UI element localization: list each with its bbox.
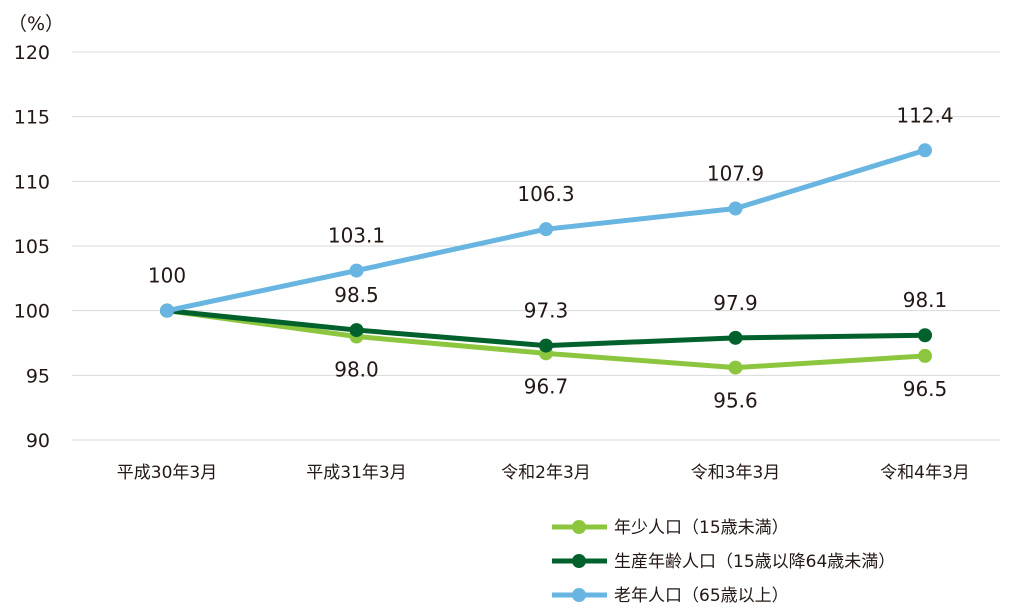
data-label: 97.9: [713, 291, 758, 315]
data-label: 98.5: [334, 283, 379, 307]
x-tick-label: 令和3年3月: [691, 463, 781, 483]
y-tick-label: 110: [14, 171, 50, 193]
data-point: [160, 303, 174, 318]
data-point: [349, 323, 364, 338]
data-label: 97.3: [524, 299, 569, 323]
x-tick-label: 令和2年3月: [501, 463, 591, 483]
x-tick-label: 平成31年3月: [306, 463, 406, 483]
data-label: 98.0: [334, 358, 379, 382]
data-point: [918, 328, 932, 343]
y-tick-label: 105: [14, 236, 50, 258]
data-label: 100: [148, 264, 186, 288]
data-point: [349, 263, 364, 278]
data-point: [728, 330, 743, 345]
grid-layer: [72, 51, 1000, 441]
axis-layer: （%） 90 95 100 105 110 115 120 平成30年3月 平成31年3月 令和2年…: [8, 13, 970, 483]
data-point: [539, 222, 553, 237]
y-tick-label: 100: [14, 301, 50, 323]
x-tick-label: 平成30年3月: [117, 463, 217, 483]
legend-swatch-marker: [572, 588, 586, 602]
series-layer: [160, 143, 932, 375]
data-point: [918, 143, 932, 158]
data-point: [728, 360, 743, 375]
legend-swatch-marker: [572, 520, 586, 534]
y-axis-unit-label: （%）: [8, 13, 64, 35]
data-point: [918, 348, 932, 363]
legend-label: 年少人口（15歳未満）: [614, 518, 789, 538]
legend-swatch-marker: [572, 554, 586, 568]
data-label: 107.9: [707, 161, 764, 185]
data-label: 98.1: [903, 288, 948, 312]
y-tick-label: 90: [26, 430, 50, 452]
y-tick-label: 115: [14, 107, 50, 129]
legend-label: 老年人口（65歳以上）: [614, 586, 789, 606]
data-label-layer: 98.0 96.7 95.6 96.5 98.5 97.3 97.9 98.1 100 103.1…: [148, 103, 954, 412]
y-tick-label: 120: [14, 42, 50, 64]
x-tick-label: 令和4年3月: [880, 463, 970, 483]
legend-label: 生産年齢人口（15歳以降64歳未満）: [614, 552, 895, 572]
data-point: [539, 338, 553, 353]
data-label: 106.3: [517, 182, 574, 206]
data-label: 96.5: [903, 377, 948, 401]
data-label: 96.7: [524, 374, 569, 398]
data-label: 112.4: [896, 103, 953, 127]
legend: 年少人口（15歳未満） 生産年齢人口（15歳以降64歳未満） 老年人口（65歳以上）: [552, 518, 895, 606]
data-label: 103.1: [328, 224, 385, 248]
y-tick-label: 95: [26, 365, 50, 387]
data-point: [728, 201, 743, 216]
data-label: 95.6: [713, 389, 758, 413]
